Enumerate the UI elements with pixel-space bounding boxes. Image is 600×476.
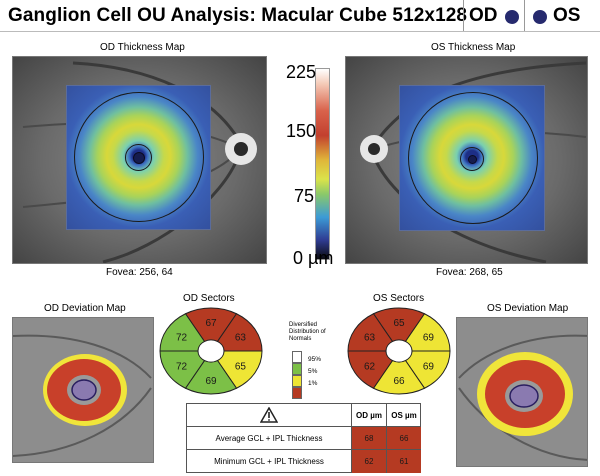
min-od-value: 62: [352, 450, 387, 473]
legend-label: 1%: [308, 380, 318, 387]
os-deviation-graphic: [457, 318, 587, 466]
table-row-label: Average GCL + IPL Thickness: [187, 427, 352, 450]
od-sector-value: 63: [235, 333, 247, 344]
legend-swatch-yellow: [292, 375, 302, 387]
os-sector-chart: 65 69 69 66 62 63: [347, 307, 451, 395]
od-sector-value: 65: [235, 362, 247, 373]
od-eye-label: OD: [469, 5, 498, 26]
od-thickness-map[interactable]: [12, 56, 267, 264]
colorbar-tick: 75: [294, 186, 315, 206]
os-sector-value: 69: [423, 362, 435, 373]
od-fovea-icon: [133, 152, 145, 164]
od-inner-ring: [125, 144, 152, 171]
colorbar-tick: 150: [286, 121, 317, 141]
os-inner-ring: [460, 147, 484, 171]
od-sector-chart: 67 63 65 69 72 72: [159, 307, 263, 395]
os-sector-value: 63: [364, 333, 376, 344]
os-thickness-map[interactable]: [345, 56, 588, 264]
os-fovea-coords: Fovea: 268, 65: [436, 267, 503, 278]
od-thickness-heatmap: [66, 85, 211, 230]
od-sectors-title: OD Sectors: [183, 293, 235, 304]
od-sector-value: 69: [205, 376, 217, 387]
os-thickness-title: OS Thickness Map: [431, 42, 516, 53]
od-eye-icon: [505, 10, 519, 24]
os-thickness-heatmap: [399, 85, 545, 231]
os-eye-icon: [533, 10, 547, 24]
table-header-icon-cell: [187, 404, 352, 427]
os-sector-value: 66: [393, 376, 405, 387]
colorbar-tick: 0 µm: [293, 248, 334, 268]
avg-os-value: 66: [387, 427, 421, 450]
od-deviation-title: OD Deviation Map: [44, 303, 126, 314]
colorbar-tick: 225: [286, 62, 317, 82]
avg-od-value: 68: [352, 427, 387, 450]
legend-swatch-green: [292, 363, 302, 375]
od-sector-value: 67: [205, 318, 217, 329]
col-od-header: OD µm: [352, 404, 387, 427]
legend-swatch-white: [292, 351, 302, 363]
header-divider: [524, 0, 525, 31]
thickness-table: OD µm OS µm Average GCL + IPL Thickness …: [186, 403, 421, 473]
os-sector-top-left: [347, 313, 394, 352]
os-deviation-title: OS Deviation Map: [487, 303, 569, 314]
min-os-value: 61: [387, 450, 421, 473]
os-eye-label: OS: [553, 5, 581, 26]
warning-triangle-icon: [260, 407, 278, 423]
os-sector-value: 69: [423, 333, 435, 344]
od-thickness-title: OD Thickness Map: [100, 42, 185, 53]
od-sector-value: 72: [176, 362, 188, 373]
od-deviation-map[interactable]: [12, 317, 154, 463]
legend-label: 95%: [308, 356, 322, 363]
os-sector-value: 62: [364, 362, 376, 373]
report-header: Ganglion Cell OU Analysis: Macular Cube …: [0, 0, 600, 32]
os-sectors-title: OS Sectors: [373, 293, 425, 304]
legend-label: 5%: [308, 368, 318, 375]
od-sector-top-left: [159, 313, 206, 352]
od-sector-value: 72: [176, 333, 188, 344]
od-deviation-graphic: [13, 318, 153, 462]
od-ellipse-boundary: [74, 92, 204, 222]
os-fovea-icon: [468, 155, 477, 164]
os-deviation-map[interactable]: [456, 317, 588, 467]
legend-swatch-red: [292, 387, 302, 399]
os-sector-value: 65: [393, 318, 405, 329]
page-title: Ganglion Cell OU Analysis: Macular Cube …: [8, 5, 468, 26]
table-row-label: Minimum GCL + IPL Thickness: [187, 450, 352, 473]
header-divider: [463, 0, 464, 31]
legend-title: Diversified Distribution of Normals: [289, 322, 326, 342]
thickness-colorbar: [315, 68, 330, 260]
os-ellipse-boundary: [408, 92, 538, 224]
col-os-header: OS µm: [387, 404, 421, 427]
od-fovea-coords: Fovea: 256, 64: [106, 267, 173, 278]
